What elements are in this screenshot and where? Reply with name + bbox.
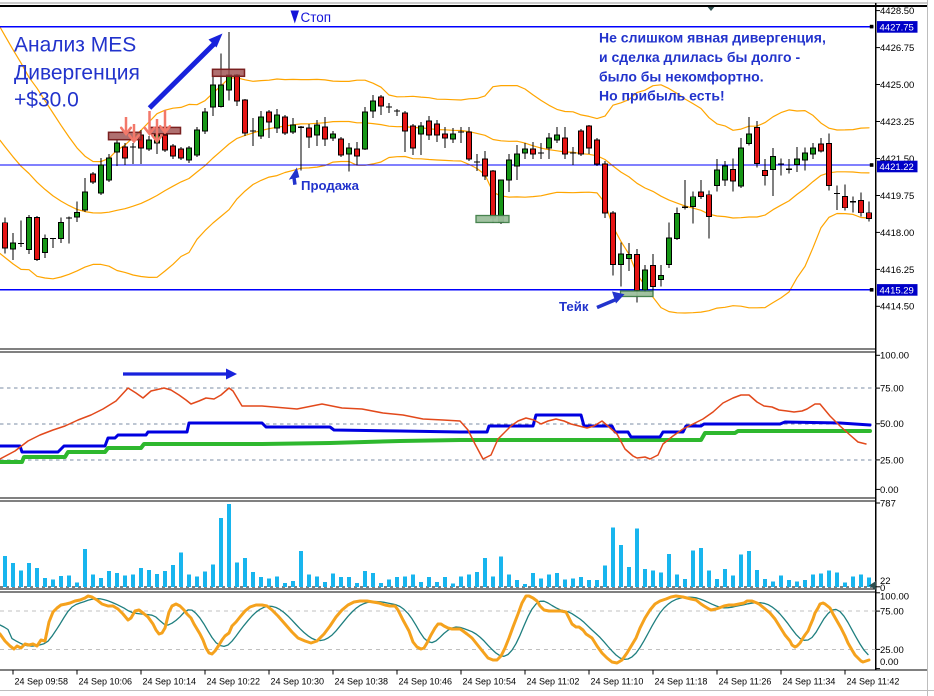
svg-text:4415.29: 4415.29 — [880, 286, 914, 297]
svg-text:24 Sep 10:46: 24 Sep 10:46 — [399, 677, 453, 687]
svg-text:Не слишком явная дивергенция,: Не слишком явная дивергенция, — [599, 30, 826, 46]
svg-text:24 Sep 11:10: 24 Sep 11:10 — [591, 677, 644, 687]
svg-text:4421.50: 4421.50 — [880, 154, 914, 165]
svg-text:787: 787 — [880, 498, 896, 509]
svg-text:Но прибыль есть!: Но прибыль есть! — [599, 88, 725, 104]
svg-text:24 Sep 09:58: 24 Sep 09:58 — [15, 677, 69, 687]
svg-text:Тейк: Тейк — [559, 299, 589, 314]
svg-text:Анализ MES: Анализ MES — [14, 34, 136, 57]
svg-text:24 Sep 11:34: 24 Sep 11:34 — [783, 677, 836, 687]
svg-text:4423.25: 4423.25 — [880, 117, 914, 128]
svg-text:4418.00: 4418.00 — [880, 228, 914, 239]
svg-text:24 Sep 10:38: 24 Sep 10:38 — [335, 677, 389, 687]
svg-text:4414.50: 4414.50 — [880, 302, 914, 313]
svg-text:75.00: 75.00 — [880, 607, 904, 618]
svg-text:22: 22 — [880, 576, 891, 587]
svg-text:24 Sep 11:18: 24 Sep 11:18 — [655, 677, 708, 687]
svg-text:24 Sep 10:06: 24 Sep 10:06 — [79, 677, 133, 687]
svg-text:50.00: 50.00 — [880, 419, 904, 430]
svg-text:4426.75: 4426.75 — [880, 43, 914, 54]
svg-text:24 Sep 10:22: 24 Sep 10:22 — [207, 677, 261, 687]
svg-text:100.00: 100.00 — [880, 351, 909, 362]
svg-text:24 Sep 11:26: 24 Sep 11:26 — [719, 677, 772, 687]
svg-text:4427.75: 4427.75 — [880, 23, 914, 34]
svg-text:24 Sep 11:02: 24 Sep 11:02 — [527, 677, 580, 687]
svg-text:24 Sep 10:14: 24 Sep 10:14 — [143, 677, 197, 687]
svg-text:4421.22: 4421.22 — [880, 162, 914, 173]
svg-text:было бы некомфортно.: было бы некомфортно. — [599, 68, 764, 84]
svg-text:25.00: 25.00 — [880, 455, 904, 466]
svg-text:100.00: 100.00 — [880, 592, 909, 603]
svg-text:Стоп: Стоп — [301, 10, 332, 25]
svg-text:4428.50: 4428.50 — [880, 6, 914, 17]
svg-text:4419.75: 4419.75 — [880, 191, 914, 202]
svg-text:0.00: 0.00 — [880, 485, 899, 496]
svg-text:75.00: 75.00 — [880, 384, 904, 395]
svg-text:25.00: 25.00 — [880, 645, 904, 656]
svg-text:Продажа: Продажа — [301, 178, 360, 193]
svg-text:0.00: 0.00 — [880, 657, 899, 668]
svg-text:и сделка длилась бы долго -: и сделка длилась бы долго - — [599, 49, 800, 65]
svg-text:Дивергенция: Дивергенция — [14, 62, 140, 85]
svg-text:0: 0 — [880, 583, 885, 594]
svg-text:24 Sep 10:54: 24 Sep 10:54 — [463, 677, 517, 687]
svg-text:+$30.0: +$30.0 — [14, 89, 79, 112]
svg-text:24 Sep 10:30: 24 Sep 10:30 — [271, 677, 325, 687]
svg-text:24 Sep 11:42: 24 Sep 11:42 — [847, 677, 900, 687]
svg-text:4425.00: 4425.00 — [880, 80, 914, 91]
svg-text:4416.25: 4416.25 — [880, 265, 914, 276]
